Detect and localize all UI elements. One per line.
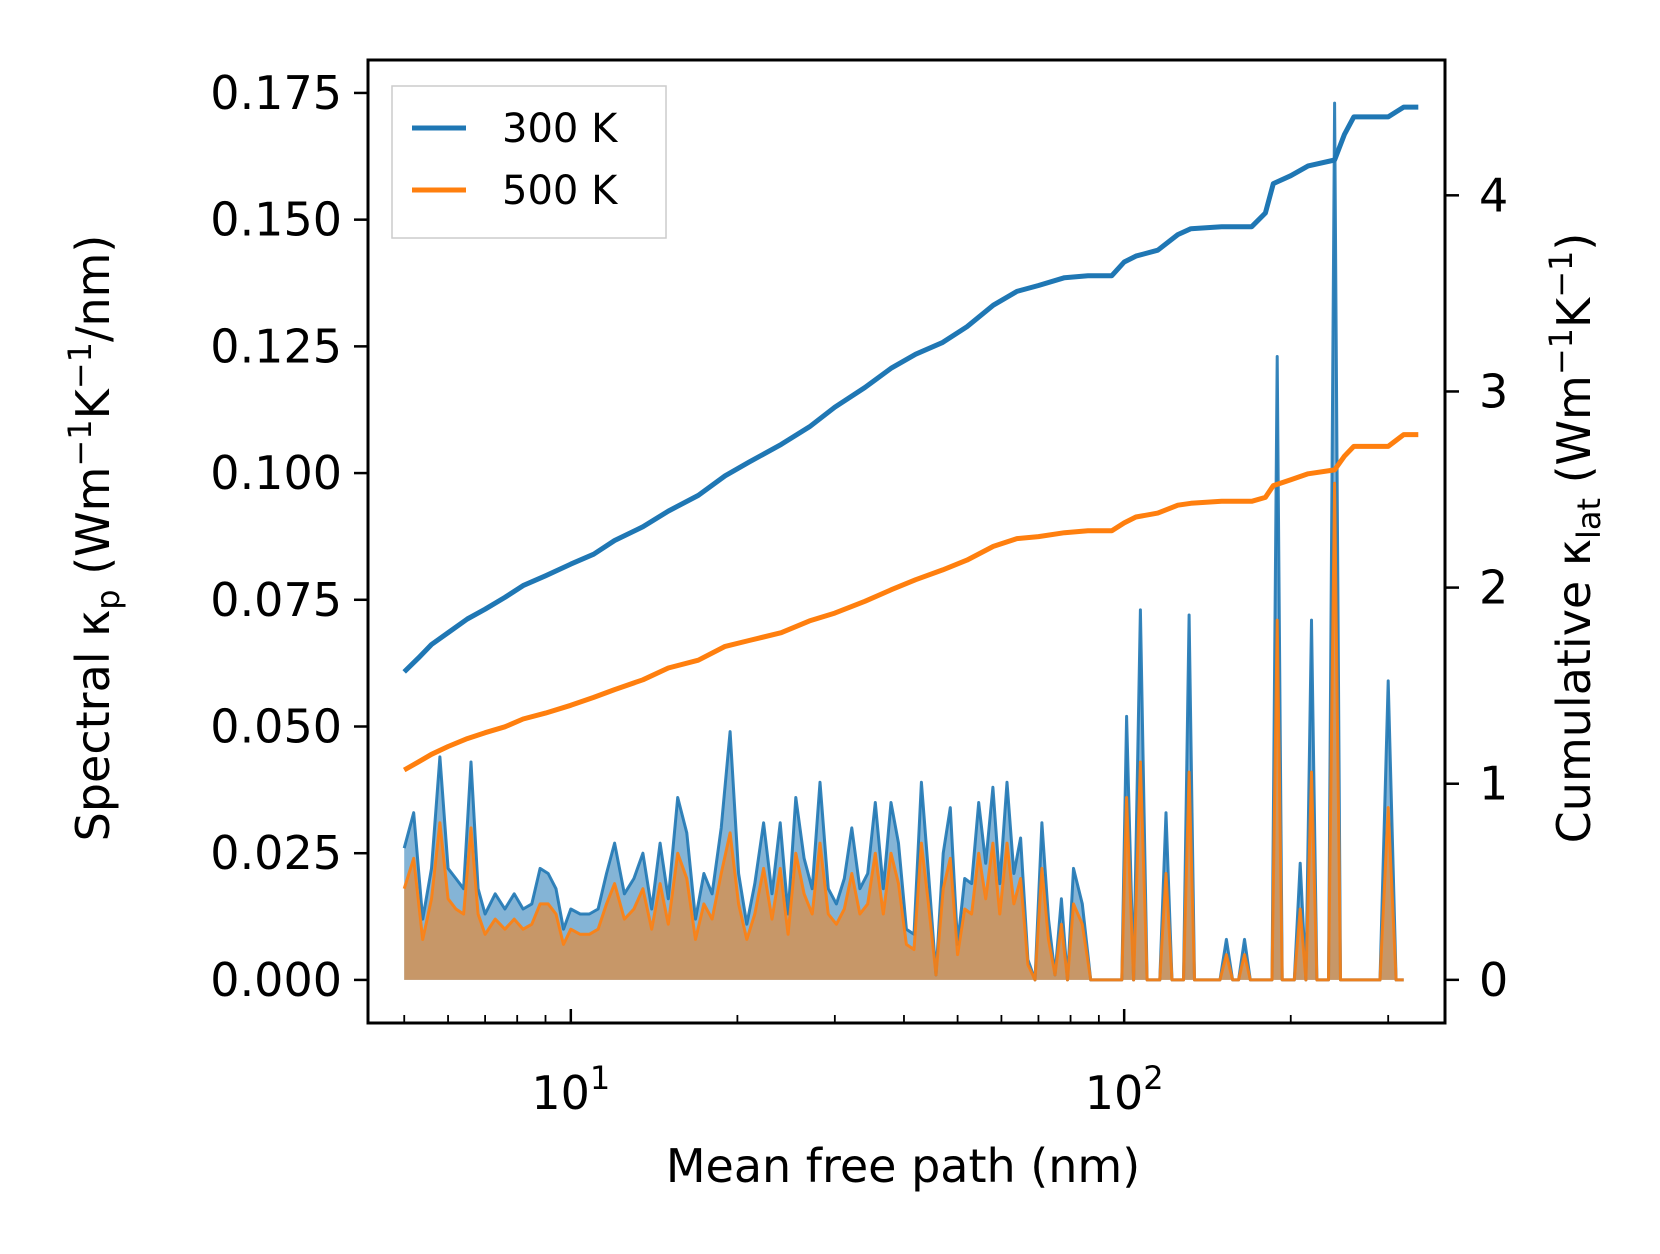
left-axis-title-mid: K [66, 387, 120, 419]
right-y-tick-label: 0 [1479, 953, 1508, 1007]
spectral-500k-line [402, 481, 1404, 982]
right-axis-title-sub: lat [1570, 498, 1608, 539]
left-axis-title-exp1: −1 [61, 419, 99, 466]
left-axis-title-sub: p [89, 589, 127, 609]
right-axis-title-exp1: −1 [1542, 328, 1580, 375]
left-y-tick-label: 0.050 [210, 699, 342, 753]
axes: 0.000 0.025 0.050 0.075 0.100 0.125 0.150 0.175… [210, 58, 1508, 1120]
right-axis-title-units: (Wm [1547, 375, 1601, 498]
cumulative-500k-line [402, 432, 1419, 773]
cumulative-300k-line [402, 104, 1419, 674]
x-tick-label-exp: 1 [590, 1059, 610, 1097]
left-axis-title-prefix: Spectral κ [66, 610, 120, 842]
left-y-tick-label: 0.075 [210, 573, 342, 627]
right-axis-title: Cumulative κlat (Wm−1K−1) [1542, 233, 1608, 844]
plot-area [402, 101, 1419, 982]
left-y-tick-label: 0.025 [210, 826, 342, 880]
x-tick-label: 101 [531, 1059, 610, 1120]
left-axis-title-end: /nm) [66, 235, 120, 342]
legend-frame [391, 85, 667, 239]
left-y-tick-label: 0.100 [210, 446, 342, 500]
legend-label-500k: 500 K [502, 168, 619, 214]
plot-frame [366, 58, 1447, 1025]
left-y-tick-label: 0.150 [210, 193, 342, 247]
x-tick-label: 102 [1085, 1059, 1164, 1120]
right-y-tick-label: 2 [1479, 561, 1508, 615]
legend-label-300k: 300 K [502, 106, 619, 152]
x-tick-label-exp: 2 [1143, 1059, 1163, 1097]
left-axis-title-units: (Wm [66, 467, 120, 590]
right-y-tick-label: 1 [1479, 757, 1508, 811]
left-y-tick-label: 0.125 [210, 319, 342, 373]
x-axis-title: Mean free path (nm) [666, 1139, 1140, 1193]
x-tick-label-base: 10 [531, 1066, 590, 1120]
right-y-tick-label: 4 [1479, 168, 1508, 222]
left-axis-title: Spectral κp (Wm−1K−1/nm) [61, 235, 127, 842]
right-axis-title-mid: K [1547, 296, 1601, 328]
left-y-tick-label: 0.000 [210, 953, 342, 1007]
right-y-tick-label: 3 [1479, 364, 1508, 418]
right-axis-title-end: ) [1547, 233, 1601, 251]
left-y-tick-label: 0.175 [210, 66, 342, 120]
legend: 300 K 500 K [391, 85, 667, 239]
x-tick-label-base: 10 [1085, 1066, 1144, 1120]
left-axis-title-exp2: −1 [61, 342, 99, 389]
right-axis-title-exp2: −1 [1542, 251, 1580, 298]
series-group [402, 101, 1419, 982]
right-axis-title-prefix: Cumulative κ [1547, 539, 1601, 843]
